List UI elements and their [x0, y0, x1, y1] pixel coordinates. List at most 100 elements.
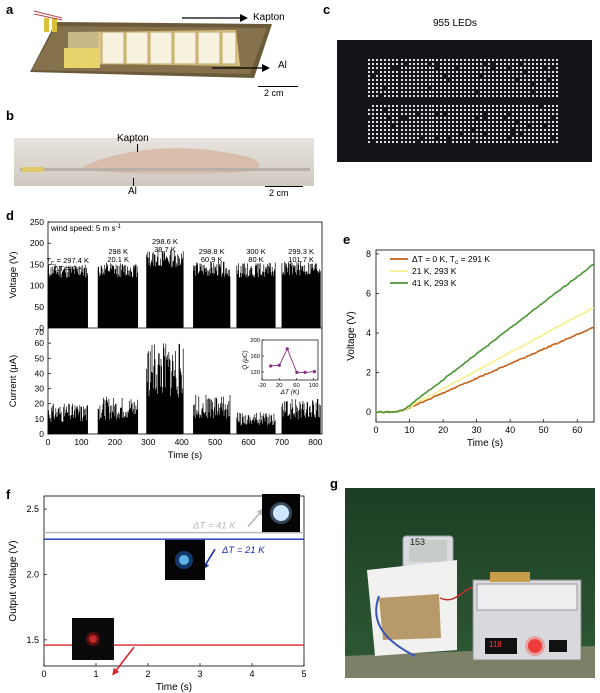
led-dot	[551, 140, 555, 144]
led-dot	[404, 128, 408, 132]
led-dot	[383, 58, 387, 62]
led-dot	[424, 62, 428, 66]
led-dot	[400, 104, 404, 108]
y-tick-label-voltage: 100	[30, 281, 44, 291]
led-dot	[511, 58, 515, 62]
controller-display: 118	[489, 640, 502, 649]
led-dot	[416, 120, 420, 124]
led-dot	[412, 66, 416, 70]
led-dot	[428, 70, 432, 74]
led-dot	[391, 90, 395, 94]
led-dot	[371, 128, 375, 132]
current-segment	[281, 399, 321, 434]
led-dot	[443, 120, 447, 124]
y-tick-label: 0	[366, 407, 371, 417]
led-dot	[391, 104, 395, 108]
led-dot	[527, 82, 531, 86]
x-tick-label: 0	[41, 669, 46, 679]
led-dot	[420, 58, 424, 62]
led-dot	[435, 128, 439, 132]
led-dot	[455, 132, 459, 136]
led-dot	[391, 70, 395, 74]
led-dot	[424, 66, 428, 70]
series-arrowhead	[112, 667, 120, 676]
led-dot	[451, 104, 455, 108]
led-dot	[519, 128, 523, 132]
led-dot	[451, 78, 455, 82]
y-tick-label-voltage: 0	[39, 323, 44, 333]
led-dot	[539, 116, 543, 120]
led-dot	[375, 74, 379, 78]
led-dot	[395, 120, 399, 124]
led-dot	[543, 58, 547, 62]
led-dot	[379, 62, 383, 66]
led-dot	[404, 74, 408, 78]
x-tick-label: 100	[74, 437, 88, 447]
led-dot	[383, 112, 387, 116]
led-dot	[367, 136, 371, 140]
led-dot	[400, 112, 404, 116]
led-dot	[424, 104, 428, 108]
led-dot	[435, 104, 439, 108]
led-dot	[463, 128, 467, 132]
inset-x-tick-label: 20	[276, 383, 282, 389]
led-dot	[483, 90, 487, 94]
led-dot	[375, 66, 379, 70]
led-dot	[416, 104, 420, 108]
led-dot	[495, 104, 499, 108]
led-dot	[435, 108, 439, 112]
led-dot	[424, 116, 428, 120]
led-dot	[479, 140, 483, 144]
led-dot	[543, 94, 547, 98]
led-dot	[555, 128, 559, 132]
y-tick-label-current: 0	[39, 429, 44, 439]
led-dot	[515, 112, 519, 116]
led-dot	[491, 108, 495, 112]
led-dot	[428, 82, 432, 86]
led-dot	[416, 62, 420, 66]
led-dot	[463, 58, 467, 62]
led-dot	[535, 128, 539, 132]
led-dot	[495, 86, 499, 90]
led-dot	[527, 94, 531, 98]
led-dot	[416, 58, 420, 62]
led-dot	[431, 128, 435, 132]
series-arrow	[113, 646, 135, 674]
led-dot	[459, 58, 463, 62]
led-dot	[487, 136, 491, 140]
led-dot	[447, 128, 451, 132]
led-dot	[443, 70, 447, 74]
led-dot	[416, 82, 420, 86]
led-dot	[371, 124, 375, 128]
led-dot	[379, 108, 383, 112]
led-dot	[471, 78, 475, 82]
led-dot	[420, 108, 424, 112]
led-dot	[435, 74, 439, 78]
voltage-segment	[193, 261, 231, 328]
led-dot	[451, 90, 455, 94]
tc-subscript: C	[51, 261, 55, 267]
led-dot	[443, 58, 447, 62]
led-dot	[408, 116, 412, 120]
led-dot	[379, 86, 383, 90]
led-dot	[539, 112, 543, 116]
led-dot	[467, 82, 471, 86]
led-dot	[547, 62, 551, 66]
led-dot	[535, 120, 539, 124]
label-al-a: Al	[278, 60, 287, 71]
led-dot	[371, 94, 375, 98]
led-dot	[435, 58, 439, 62]
led-dot	[424, 90, 428, 94]
led-dot	[379, 112, 383, 116]
led-dot	[400, 128, 404, 132]
x-tick-label: 0	[46, 437, 51, 447]
led-dot	[416, 128, 420, 132]
led-dot	[515, 140, 519, 144]
led-dot	[495, 74, 499, 78]
led-dot	[443, 90, 447, 94]
led-dot	[395, 86, 399, 90]
x-tick-label: 400	[175, 437, 189, 447]
side-view-illustration	[14, 138, 314, 186]
led-dot	[431, 112, 435, 116]
